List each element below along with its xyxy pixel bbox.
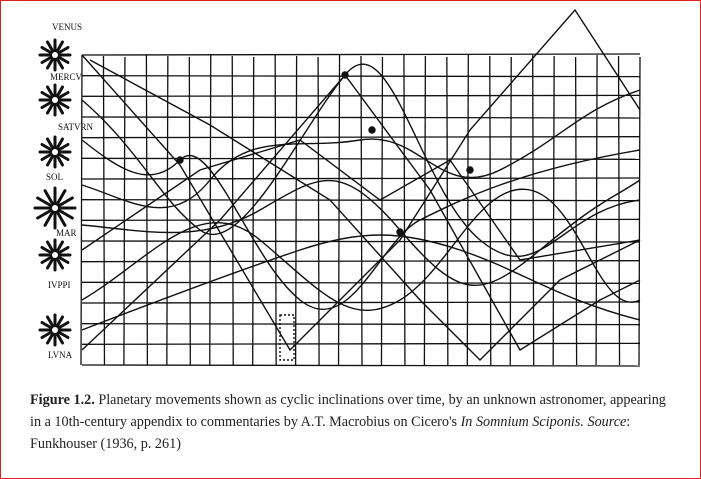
grid-line (294, 55, 298, 366)
grid-line (81, 323, 641, 326)
planet-label: VENUS (52, 22, 82, 32)
grid-line (81, 53, 641, 56)
grid-line (81, 281, 641, 284)
planet-label: LVNA (48, 350, 73, 360)
dot-mark (466, 166, 474, 174)
moon-icon (50, 362, 64, 378)
grid-line (509, 56, 512, 366)
planet-label: MAR (56, 228, 77, 238)
planet-curve (81, 89, 641, 209)
planet-curve (81, 73, 641, 351)
figure-caption: Figure 1.2. Planetary movements shown as… (30, 389, 680, 455)
grid-line (81, 199, 641, 202)
grid-line (617, 55, 621, 366)
grid-line (532, 54, 535, 366)
planet-curve (81, 234, 641, 331)
grid-line (403, 54, 406, 366)
dot-mark (176, 156, 184, 164)
star-icon (38, 135, 72, 169)
caption-text: Planetary movements shown as cyclic incl… (30, 392, 666, 430)
planetary-movements-figure: VENUS MERCV SATVRN SOL MAR IVPPI LVNA (33, 8, 641, 378)
grid-line (81, 177, 641, 180)
grid-line (81, 157, 641, 160)
grid-line (595, 54, 598, 366)
grid-line (252, 56, 255, 366)
grid-line (209, 54, 212, 366)
grid-line (81, 301, 641, 304)
grid-line (446, 56, 449, 366)
grid-line (80, 54, 83, 366)
star-icon (38, 238, 72, 272)
planet-curve (89, 59, 641, 361)
grid-line (188, 56, 191, 366)
grid-line (489, 55, 492, 366)
caption-label: Figure 1.2. (30, 392, 95, 408)
planet-label: IVPPI (48, 280, 71, 290)
grid-line (81, 116, 641, 119)
caption-source: : Funkhouser (1936, p. 261) (30, 414, 631, 452)
grid-line (145, 54, 149, 366)
planet-label: SATVRN (58, 122, 94, 132)
grid-line (81, 75, 641, 78)
grid-line (638, 56, 641, 366)
grid-line (81, 364, 641, 367)
caption-title: In Somnium Sciponis. (460, 414, 584, 430)
star-icon (38, 83, 72, 117)
planet-curve (81, 63, 641, 257)
grid-line (552, 55, 555, 366)
grid-line (102, 55, 106, 366)
planet-label: MERCV (50, 72, 83, 82)
planet-curve (81, 188, 641, 311)
grid-line (81, 260, 641, 263)
star-icons (33, 38, 77, 378)
caption-source-label: Source (583, 414, 627, 430)
hatched-rect (279, 314, 295, 361)
dot-mark (341, 71, 349, 79)
star-icon (33, 186, 77, 230)
grid-line (317, 56, 320, 366)
grid-line (466, 54, 469, 366)
grid-line (81, 240, 641, 243)
grid-line (81, 218, 641, 221)
grid-line (81, 136, 641, 139)
star-icon (38, 38, 72, 72)
grid-line (574, 56, 578, 366)
grid-line (360, 55, 363, 366)
star-icon (38, 313, 72, 347)
grid-line (423, 55, 427, 366)
grid-line (166, 55, 169, 366)
grid-line (81, 342, 641, 345)
planet-curves (81, 8, 641, 361)
planet-curve (81, 139, 641, 261)
grid-line (231, 55, 234, 366)
dot-mark (368, 126, 376, 134)
grid-line (274, 54, 277, 366)
dot-mark (396, 228, 404, 236)
planet-label: SOL (46, 172, 63, 182)
planet-curve (81, 8, 641, 352)
